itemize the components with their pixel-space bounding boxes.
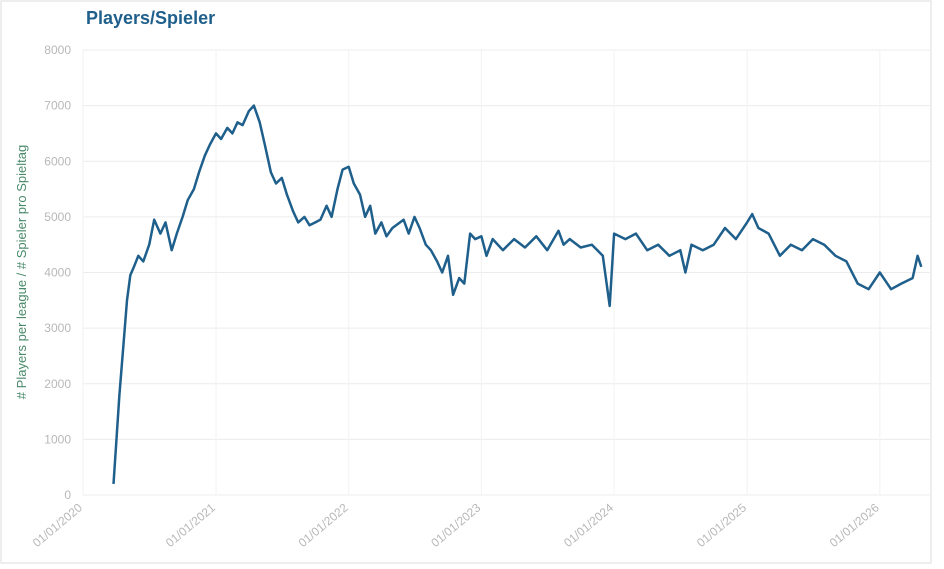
y-tick-label: 5000 xyxy=(44,210,71,224)
y-tick-label: 8000 xyxy=(44,43,71,57)
x-tick-label: 01/01/2020 xyxy=(30,500,85,550)
x-tick-label: 01/01/2026 xyxy=(827,500,882,550)
y-tick-label: 0 xyxy=(64,488,71,502)
y-tick-label: 4000 xyxy=(44,266,71,280)
x-tick-label: 01/01/2024 xyxy=(561,500,616,550)
chart-title: Players/Spieler xyxy=(86,8,215,28)
x-tick-label: 01/01/2022 xyxy=(296,500,351,550)
x-tick-label: 01/01/2025 xyxy=(694,500,749,550)
y-tick-label: 3000 xyxy=(44,321,71,335)
y-axis-label: # Players per league / # Spieler pro Spi… xyxy=(14,145,29,399)
x-tick-label: 01/01/2023 xyxy=(428,500,483,550)
y-tick-label: 2000 xyxy=(44,377,71,391)
panel-border xyxy=(0,0,932,564)
y-tick-label: 7000 xyxy=(44,99,71,113)
y-tick-label: 6000 xyxy=(44,154,71,168)
x-tick-label: 01/01/2021 xyxy=(163,500,218,550)
line xyxy=(112,104,923,484)
y-tick-label: 1000 xyxy=(44,432,71,446)
